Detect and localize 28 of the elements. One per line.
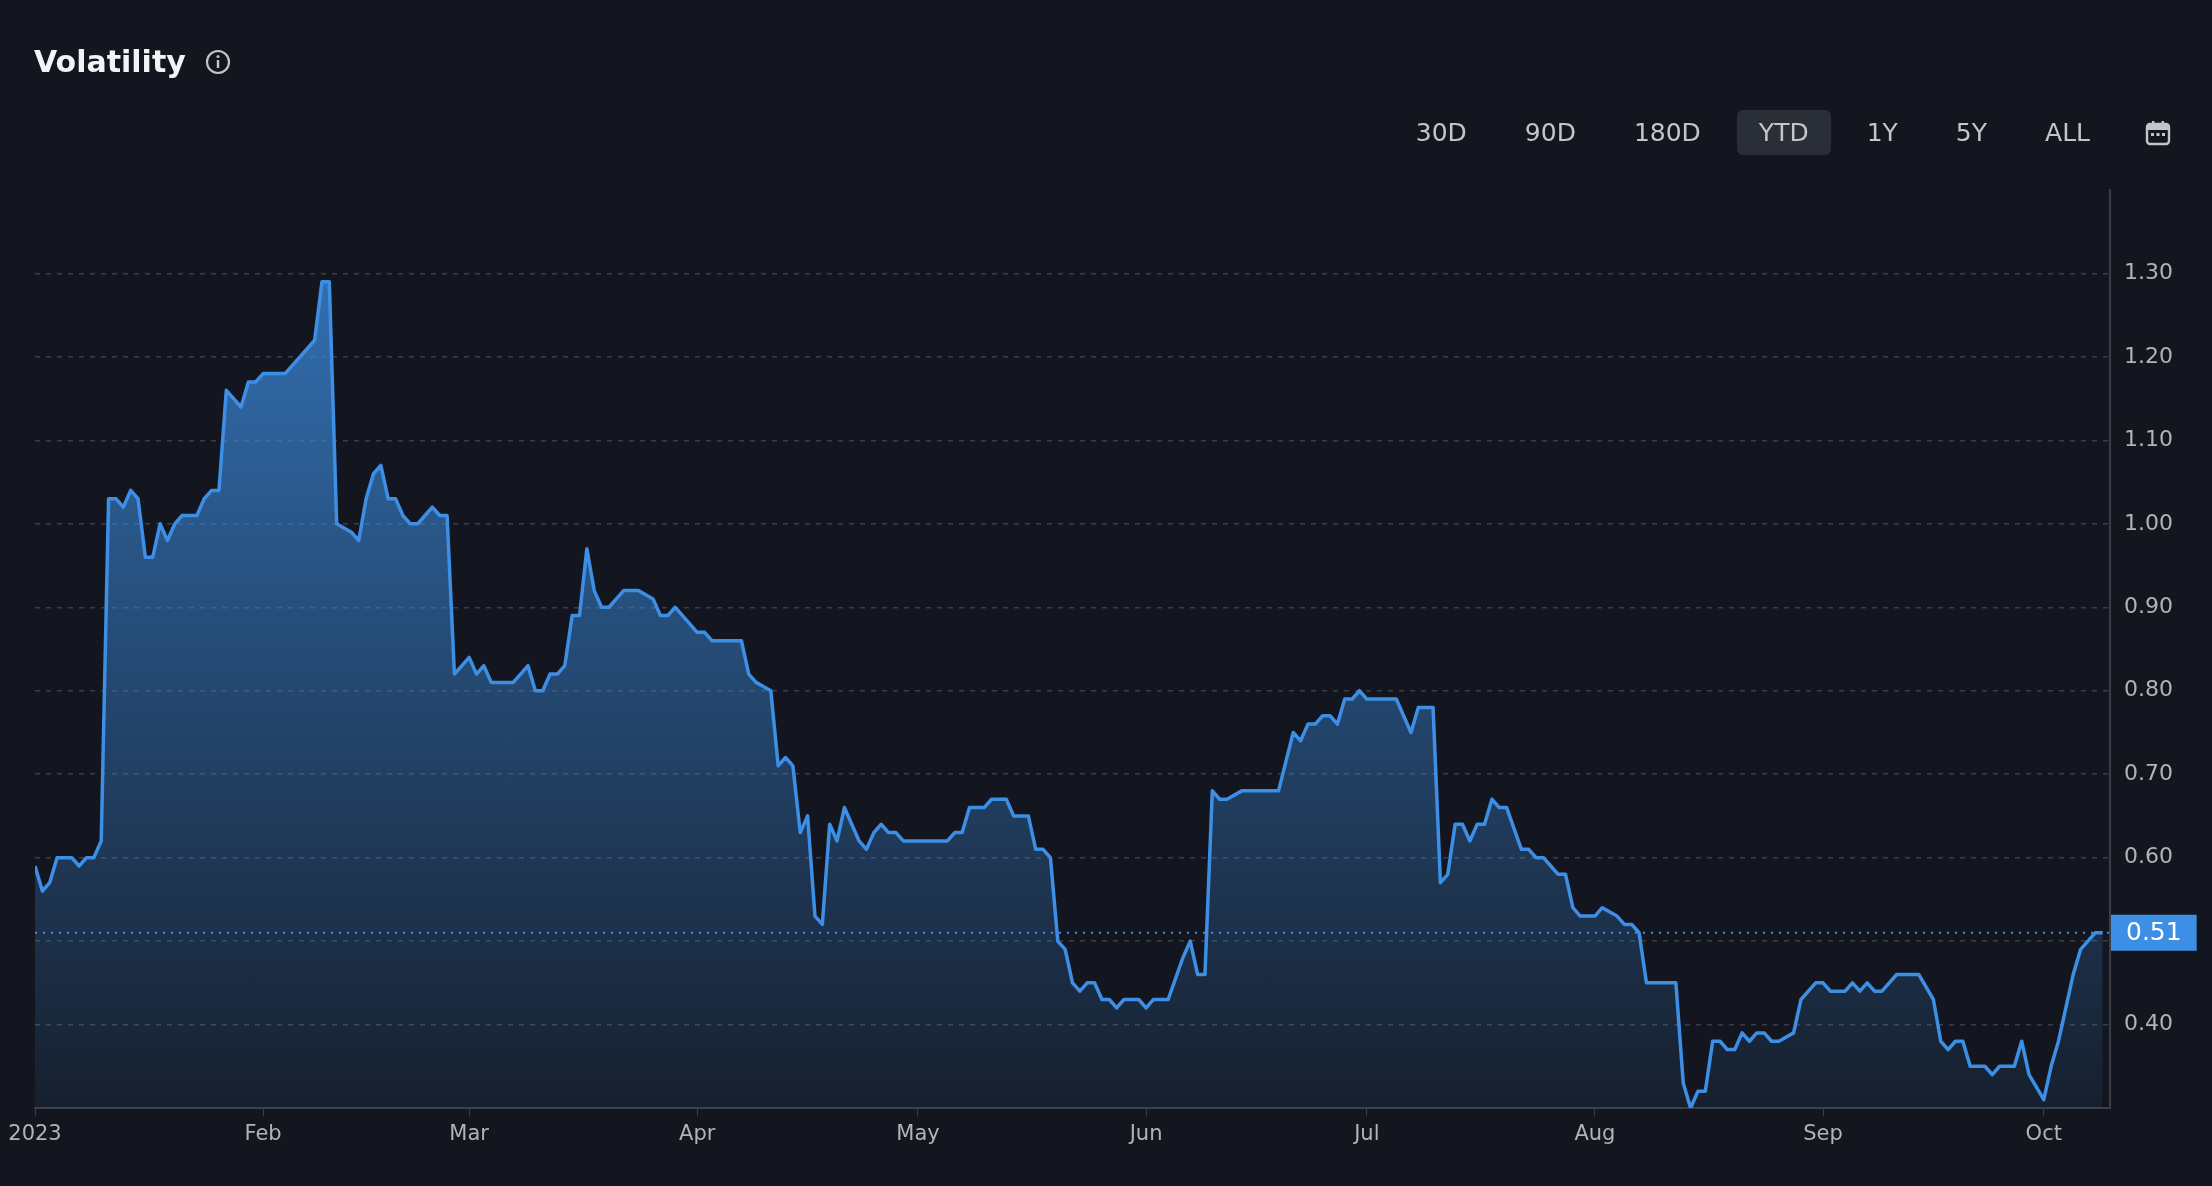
- x-tick-label: Apr: [679, 1121, 716, 1146]
- y-tick-label: 1.00: [2124, 509, 2173, 535]
- y-tick-label: 0.60: [2124, 843, 2173, 869]
- y-tick-label: 1.10: [2124, 426, 2173, 452]
- y-tick-label: 0.70: [2124, 759, 2173, 785]
- y-tick-label: 0.80: [2124, 676, 2173, 702]
- x-tick-label: Aug: [1574, 1121, 1616, 1146]
- x-tick-label: Feb: [244, 1121, 282, 1146]
- y-tick-label: 0.40: [2124, 1010, 2173, 1036]
- x-tick-label: Mar: [449, 1121, 490, 1146]
- text: 30D: [1414, 117, 1468, 149]
- text: 90D: [1523, 117, 1577, 149]
- y-tick-label: 1.20: [2124, 342, 2173, 368]
- ref-line-label: 0.51: [2126, 917, 2182, 947]
- x-tick-label: May: [896, 1121, 940, 1146]
- y-tick-label: 0.90: [2124, 592, 2173, 618]
- text: 1Y: [1865, 117, 1899, 149]
- x-tick-label: Jun: [1127, 1121, 1163, 1146]
- text: ALL: [2044, 117, 2091, 149]
- x-tick-label: Jul: [1352, 1121, 1380, 1146]
- text: 180D: [1632, 117, 1702, 149]
- y-tick-label: 1.30: [2124, 259, 2173, 285]
- x-tick-label: Oct: [2025, 1121, 2062, 1146]
- chart-title: Volatility: [34, 44, 186, 79]
- text: YTD: [1736, 110, 1831, 155]
- x-tick-label: Sep: [1803, 1121, 1843, 1146]
- x-tick-label: 2023: [8, 1121, 62, 1146]
- text: 5Y: [1954, 117, 1989, 149]
